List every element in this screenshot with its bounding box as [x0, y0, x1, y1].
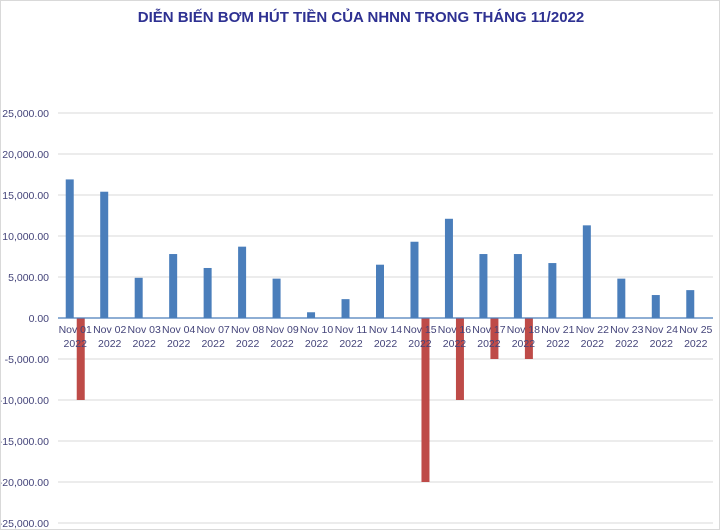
chart-title: DIỄN BIẾN BƠM HÚT TIỀN CỦA NHNN TRONG TH… [137, 9, 585, 26]
bar [134, 277, 143, 318]
bar [203, 267, 212, 318]
y-tick-label: -25,000.00 [1, 518, 49, 530]
x-tick-label: Nov 03 [128, 324, 161, 336]
x-tick-label: 2022 [339, 338, 363, 350]
x-tick-label: Nov 02 [93, 324, 126, 336]
y-tick-label: 5,000.00 [8, 272, 49, 284]
x-tick-label: 2022 [305, 338, 329, 350]
x-tick-label: 2022 [615, 338, 639, 350]
y-tick-label: 25,000.00 [2, 108, 49, 120]
bar [455, 318, 464, 400]
bar [686, 290, 695, 318]
bar [65, 179, 74, 318]
bar [76, 318, 85, 400]
x-tick-label: 2022 [684, 338, 708, 350]
bar [341, 299, 350, 318]
x-tick-label: Nov 09 [265, 324, 298, 336]
x-tick-label: Nov 11 [335, 324, 368, 336]
x-tick-label: Nov 04 [162, 324, 195, 336]
y-tick-label: -15,000.00 [1, 436, 49, 448]
x-tick-label: Nov 25 [679, 324, 712, 336]
x-tick-label: Nov 21 [541, 324, 574, 336]
x-tick-label: Nov 18 [507, 324, 540, 336]
x-tick-label: 2022 [98, 338, 122, 350]
bar [421, 318, 430, 482]
x-tick-label: 2022 [64, 338, 88, 350]
bar [490, 318, 499, 359]
x-tick-label: 2022 [650, 338, 674, 350]
x-tick-label: 2022 [201, 338, 225, 350]
x-tick-label: 2022 [546, 338, 570, 350]
bar [100, 191, 109, 318]
x-tick-label: Nov 08 [231, 324, 264, 336]
y-tick-label: 15,000.00 [2, 190, 49, 202]
x-tick-label: Nov 07 [196, 324, 229, 336]
y-tick-label: 20,000.00 [2, 149, 49, 161]
x-tick-label: 2022 [133, 338, 157, 350]
bar [272, 278, 281, 318]
bar [479, 254, 488, 318]
y-tick-label: 0.00 [29, 313, 50, 325]
x-tick-label: Nov 17 [472, 324, 505, 336]
x-tick-label: Nov 01 [59, 324, 92, 336]
bar [582, 225, 591, 318]
x-tick-label: 2022 [236, 338, 260, 350]
y-tick-label: -5,000.00 [5, 354, 50, 366]
bar [376, 264, 384, 318]
bar [169, 254, 178, 318]
x-tick-label: Nov 16 [438, 324, 471, 336]
x-tick-label: Nov 22 [576, 324, 609, 336]
x-tick-label: 2022 [512, 338, 536, 350]
bar [524, 318, 533, 359]
x-tick-label: 2022 [167, 338, 191, 350]
x-tick-label: 2022 [581, 338, 605, 350]
y-tick-label: 10,000.00 [2, 231, 49, 243]
bar [548, 263, 557, 318]
x-tick-label: 2022 [270, 338, 294, 350]
bar [410, 241, 419, 318]
x-tick-label: 2022 [443, 338, 467, 350]
y-tick-label: -10,000.00 [1, 395, 49, 407]
x-tick-label: Nov 15 [403, 324, 436, 336]
bar [617, 278, 626, 318]
x-tick-label: Nov 24 [645, 324, 678, 336]
x-tick-label: Nov 14 [369, 324, 402, 336]
x-tick-label: 2022 [408, 338, 432, 350]
bar [238, 246, 247, 318]
bar [444, 218, 453, 318]
x-tick-label: Nov 10 [300, 324, 333, 336]
bar [513, 254, 522, 318]
y-tick-label: -20,000.00 [1, 477, 49, 489]
x-tick-label: 2022 [477, 338, 501, 350]
bar [307, 312, 316, 318]
x-tick-label: 2022 [374, 338, 398, 350]
bar [651, 295, 660, 318]
x-tick-label: Nov 23 [610, 324, 643, 336]
